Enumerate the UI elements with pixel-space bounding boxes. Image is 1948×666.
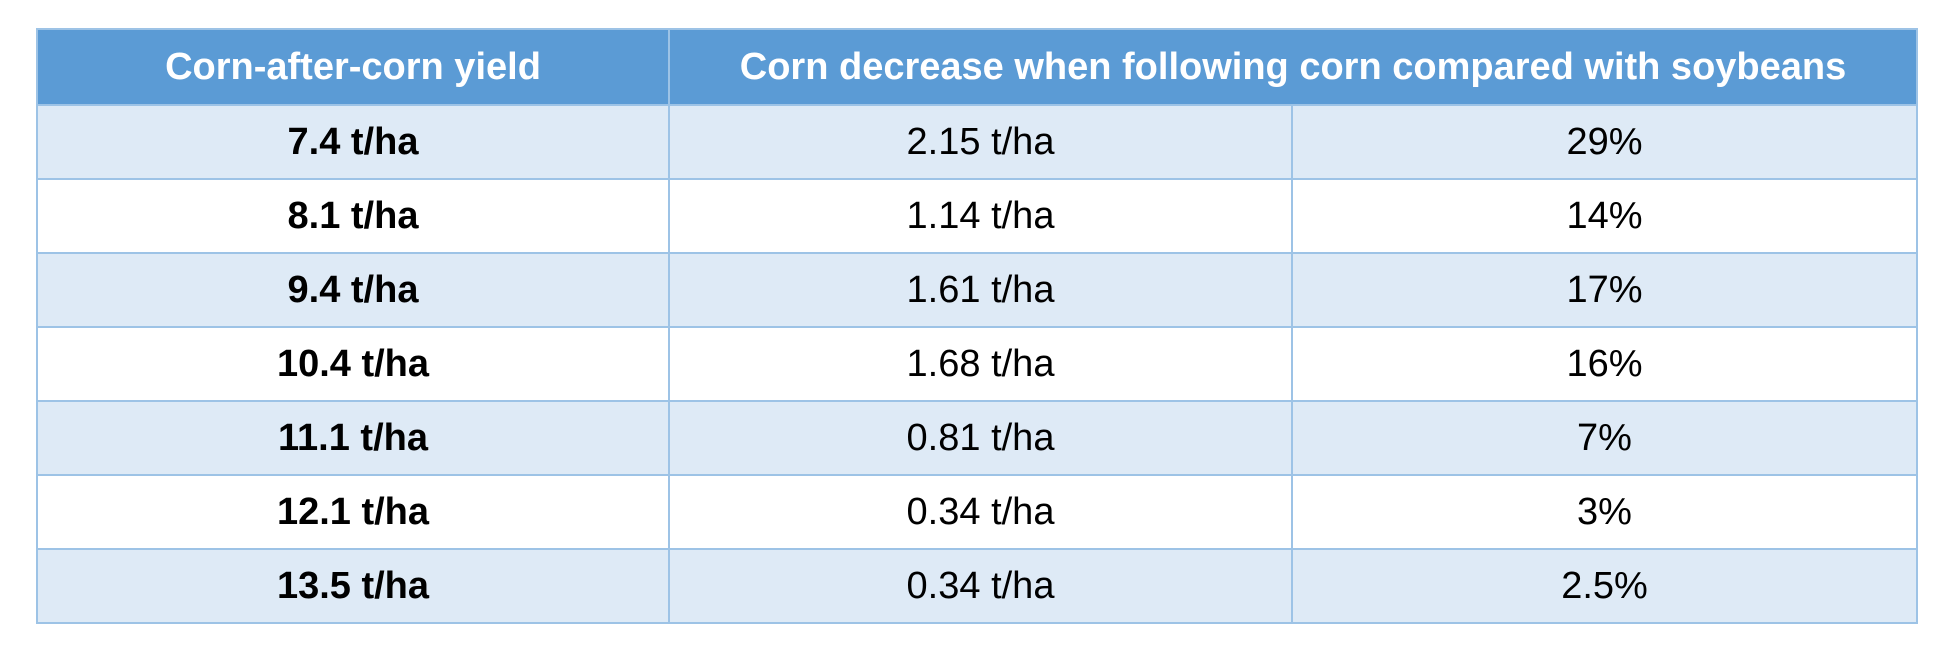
decrease-cell: 1.61 t/ha: [668, 252, 1293, 328]
header-row: Corn-after-corn yield Corn decrease when…: [36, 28, 1919, 106]
decrease-cell: 0.34 t/ha: [668, 474, 1293, 550]
yield-cell: 13.5 t/ha: [36, 548, 670, 624]
yield-cell: 7.4 t/ha: [36, 104, 670, 180]
decrease-cell: 0.34 t/ha: [668, 548, 1293, 624]
percent-cell: 3%: [1290, 474, 1919, 550]
yield-cell: 8.1 t/ha: [36, 178, 670, 254]
corn-yield-table: Corn-after-corn yield Corn decrease when…: [36, 28, 1919, 624]
percent-cell: 2.5%: [1290, 548, 1919, 624]
percent-cell: 17%: [1290, 252, 1919, 328]
percent-cell: 14%: [1290, 178, 1919, 254]
percent-cell: 16%: [1290, 326, 1919, 402]
table-row: 12.1 t/ha 0.34 t/ha 3%: [36, 474, 1919, 550]
table-header: Corn-after-corn yield Corn decrease when…: [36, 28, 1919, 106]
yield-cell: 10.4 t/ha: [36, 326, 670, 402]
header-corn-after-corn-yield: Corn-after-corn yield: [36, 28, 670, 106]
table-row: 9.4 t/ha 1.61 t/ha 17%: [36, 252, 1919, 328]
decrease-cell: 1.68 t/ha: [668, 326, 1293, 402]
table-row: 11.1 t/ha 0.81 t/ha 7%: [36, 400, 1919, 476]
table-body: 7.4 t/ha 2.15 t/ha 29% 8.1 t/ha 1.14 t/h…: [36, 104, 1919, 624]
header-corn-decrease: Corn decrease when following corn compar…: [667, 28, 1919, 106]
table-row: 7.4 t/ha 2.15 t/ha 29%: [36, 104, 1919, 180]
table-row: 10.4 t/ha 1.68 t/ha 16%: [36, 326, 1919, 402]
yield-cell: 9.4 t/ha: [36, 252, 670, 328]
table-row: 13.5 t/ha 0.34 t/ha 2.5%: [36, 548, 1919, 624]
table-row: 8.1 t/ha 1.14 t/ha 14%: [36, 178, 1919, 254]
decrease-cell: 1.14 t/ha: [668, 178, 1293, 254]
decrease-cell: 0.81 t/ha: [668, 400, 1293, 476]
percent-cell: 29%: [1290, 104, 1919, 180]
yield-table-container: Corn-after-corn yield Corn decrease when…: [36, 28, 1919, 624]
yield-cell: 11.1 t/ha: [36, 400, 670, 476]
decrease-cell: 2.15 t/ha: [668, 104, 1293, 180]
yield-cell: 12.1 t/ha: [36, 474, 670, 550]
percent-cell: 7%: [1290, 400, 1919, 476]
